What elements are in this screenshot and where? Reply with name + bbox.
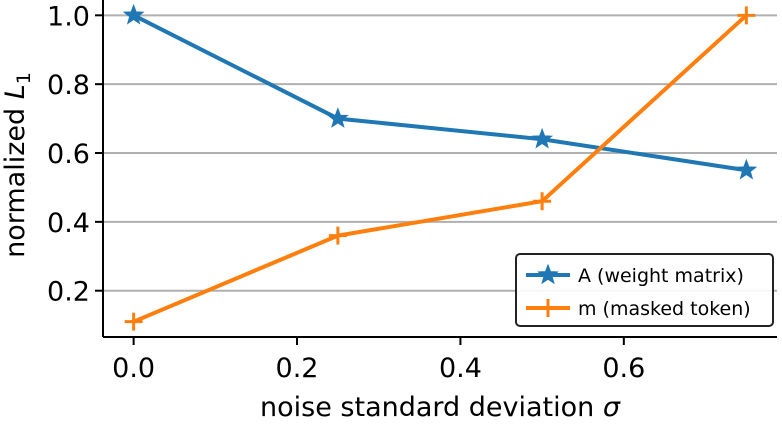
legend: A (weight matrix) m (masked token): [515, 253, 774, 327]
axes: [95, 0, 777, 345]
x-tick-label: 0.2: [276, 353, 319, 384]
x-axis-label: noise standard deviation σ: [260, 392, 621, 423]
y-tick-label: 0.4: [47, 208, 90, 239]
data-point-plus: [328, 226, 347, 245]
x-tick-label: 0.0: [112, 353, 155, 384]
series-masked-token: [124, 6, 756, 331]
series-line: [132, 13, 748, 324]
x-tick-label: 0.6: [602, 353, 645, 384]
series-weight-matrix: [122, 3, 758, 180]
legend-marker-plus: [539, 299, 557, 317]
data-point-star: [531, 127, 553, 149]
gridlines: [103, 14, 777, 292]
data-point-plus: [124, 312, 143, 331]
data-point-star: [735, 158, 758, 180]
series-layer: [122, 3, 758, 331]
data-point-plus: [533, 192, 552, 211]
series-line: [132, 13, 747, 173]
data-point-star: [327, 107, 349, 128]
y-tick-label: 1.0: [47, 1, 90, 32]
legend-label: m (masked token): [578, 298, 751, 320]
data-point-star: [122, 3, 145, 25]
legend-label: A (weight matrix): [578, 265, 744, 287]
tick-labels: 0.2 0.4 0.6 0.8 1.0 0.0 0.2 0.4 0.6: [47, 1, 645, 384]
y-tick-label: 0.2: [47, 277, 90, 308]
y-axis-label: normalized L1: [0, 72, 35, 258]
x-tick-label: 0.4: [439, 353, 482, 384]
y-tick-label: 0.8: [47, 70, 90, 101]
y-tick-label: 0.6: [47, 139, 90, 170]
data-point-plus: [737, 6, 756, 25]
legend-marker-star: [537, 263, 559, 285]
